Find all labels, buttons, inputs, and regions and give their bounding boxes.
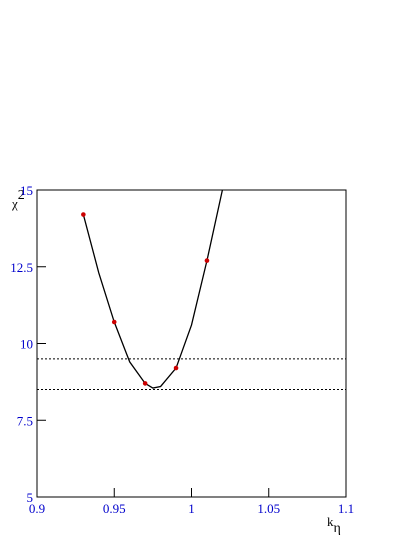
data-point xyxy=(81,212,86,217)
x-label-sub: η xyxy=(334,521,341,536)
y-tick-label: 10 xyxy=(20,337,33,352)
y-tick-label: 7.5 xyxy=(17,413,33,428)
x-tick-label: 1 xyxy=(188,501,195,516)
data-point xyxy=(142,381,148,386)
x-tick-label: 1.05 xyxy=(257,501,280,516)
y-label-sup: 2 xyxy=(18,188,25,203)
y-label-base: χ xyxy=(11,196,18,211)
fit-curve xyxy=(82,189,224,389)
plot-frame xyxy=(36,189,347,498)
data-point xyxy=(204,258,210,263)
x-tick-label: 1.1 xyxy=(338,501,354,516)
x-tick-label: 0.9 xyxy=(29,501,45,516)
x-label-base: k xyxy=(327,514,334,529)
y-axis-label: χ2 xyxy=(11,188,25,211)
data-point xyxy=(111,319,117,325)
y-tick-label: 12.5 xyxy=(10,260,33,275)
y-tick-label: 5 xyxy=(27,490,34,505)
x-tick-label: 0.95 xyxy=(103,501,126,516)
x-axis-label: kη xyxy=(327,514,341,536)
data-point xyxy=(173,365,179,371)
y-tick-label: 15 xyxy=(20,183,33,198)
